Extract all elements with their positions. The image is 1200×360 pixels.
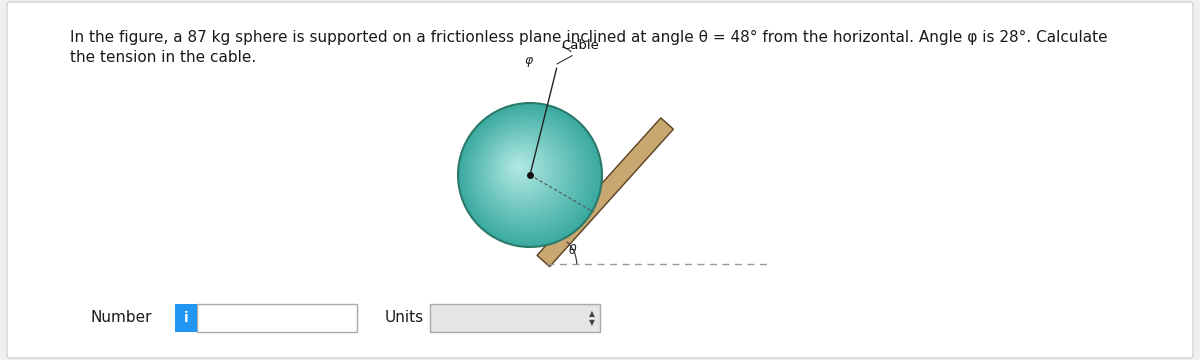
Circle shape [499, 147, 542, 190]
Circle shape [510, 159, 527, 176]
Circle shape [481, 127, 570, 216]
Circle shape [470, 116, 586, 231]
Circle shape [486, 132, 563, 210]
Circle shape [496, 143, 548, 196]
Circle shape [468, 113, 588, 234]
Circle shape [476, 123, 575, 221]
Circle shape [515, 164, 520, 169]
Bar [197, 304, 358, 332]
Circle shape [475, 121, 578, 224]
Circle shape [514, 163, 521, 170]
Circle shape [509, 158, 528, 177]
Circle shape [491, 138, 556, 203]
Text: Number: Number [90, 310, 151, 325]
Circle shape [508, 156, 532, 180]
Circle shape [492, 140, 552, 200]
Text: In the figure, a 87 kg sphere is supported on a frictionless plane inclined at a: In the figure, a 87 kg sphere is support… [70, 30, 1108, 45]
Circle shape [485, 131, 564, 211]
Circle shape [481, 129, 568, 215]
Circle shape [493, 141, 551, 199]
Circle shape [479, 125, 572, 219]
Circle shape [469, 114, 587, 232]
Circle shape [472, 118, 582, 228]
Circle shape [461, 106, 598, 243]
Circle shape [464, 109, 594, 239]
Circle shape [487, 135, 559, 207]
Text: ▲
▼: ▲ ▼ [589, 309, 595, 327]
Circle shape [458, 104, 600, 246]
Circle shape [462, 107, 596, 242]
Circle shape [506, 155, 533, 181]
Circle shape [512, 161, 524, 173]
Bar [175, 304, 197, 332]
Circle shape [480, 126, 571, 217]
Circle shape [482, 129, 566, 213]
Circle shape [500, 148, 541, 189]
Bar [430, 304, 600, 332]
Text: Units: Units [385, 310, 424, 325]
Text: θ: θ [569, 244, 576, 257]
Circle shape [505, 154, 534, 183]
Circle shape [503, 150, 539, 186]
Circle shape [488, 136, 558, 205]
Text: the tension in the cable.: the tension in the cable. [70, 50, 257, 65]
Circle shape [484, 130, 565, 212]
Circle shape [514, 162, 523, 172]
Circle shape [516, 165, 518, 168]
Circle shape [474, 120, 580, 225]
Circle shape [503, 152, 536, 185]
Circle shape [490, 137, 557, 204]
Circle shape [508, 157, 529, 179]
Circle shape [502, 149, 540, 188]
Circle shape [464, 111, 592, 238]
Circle shape [497, 144, 547, 195]
Circle shape [463, 108, 595, 240]
Circle shape [504, 153, 535, 184]
Circle shape [460, 105, 599, 244]
Circle shape [473, 119, 581, 227]
Circle shape [494, 142, 550, 197]
Text: Cable: Cable [562, 39, 600, 52]
Circle shape [475, 122, 576, 223]
Circle shape [466, 112, 590, 236]
Circle shape [498, 146, 544, 192]
Circle shape [458, 103, 602, 247]
Text: φ: φ [524, 54, 533, 67]
Circle shape [470, 117, 583, 230]
Circle shape [497, 145, 545, 193]
Circle shape [511, 160, 526, 175]
Circle shape [486, 134, 560, 208]
Circle shape [467, 113, 589, 235]
FancyBboxPatch shape [7, 2, 1193, 358]
Polygon shape [538, 118, 673, 267]
Circle shape [478, 124, 574, 220]
Circle shape [492, 139, 554, 201]
Text: i: i [184, 311, 188, 325]
